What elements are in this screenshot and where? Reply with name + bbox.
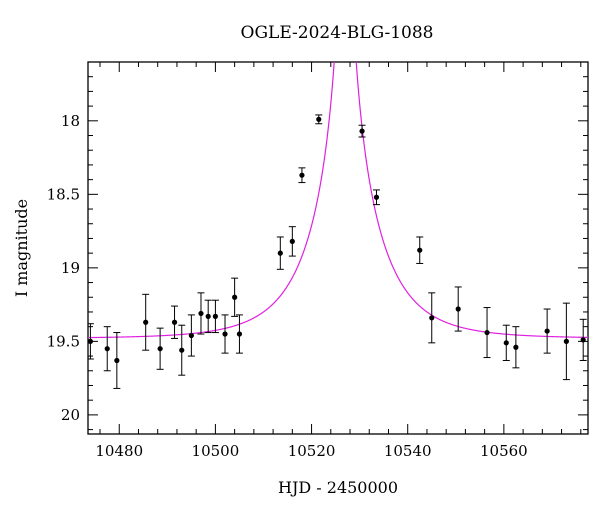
point-marker bbox=[563, 338, 569, 344]
model-curve bbox=[88, 62, 588, 339]
point-marker bbox=[212, 313, 219, 319]
point-marker bbox=[171, 319, 178, 325]
axis-ticks bbox=[88, 61, 588, 434]
y-tick-label: 20 bbox=[61, 406, 80, 424]
point-marker bbox=[198, 310, 204, 317]
point-marker bbox=[104, 346, 110, 352]
data-point bbox=[562, 302, 570, 381]
point-marker bbox=[222, 331, 228, 337]
data-point bbox=[276, 236, 284, 270]
point-marker bbox=[299, 172, 305, 178]
point-marker bbox=[580, 337, 586, 343]
data-point bbox=[231, 277, 239, 317]
point-marker bbox=[544, 328, 550, 334]
point-marker bbox=[373, 194, 380, 200]
data-point bbox=[187, 314, 195, 357]
point-marker bbox=[359, 128, 365, 134]
data-point bbox=[221, 314, 229, 354]
data-point bbox=[103, 326, 111, 372]
x-axis-label: HJD - 2450000 bbox=[278, 478, 398, 497]
data-point bbox=[579, 318, 587, 361]
data-point bbox=[502, 324, 510, 361]
point-marker bbox=[114, 357, 120, 364]
point-marker bbox=[188, 332, 194, 339]
point-marker bbox=[503, 340, 509, 346]
data-point bbox=[288, 226, 296, 257]
axis-tick-labels: 10480 10500 10520 10540 10560 18 18.5 19 19.5 20 bbox=[47, 112, 528, 460]
data-point bbox=[372, 189, 380, 206]
point-marker bbox=[157, 346, 163, 352]
data-points bbox=[88, 114, 587, 389]
data-point bbox=[204, 299, 212, 334]
point-marker bbox=[484, 329, 490, 336]
y-tick-label: 19.5 bbox=[47, 332, 80, 350]
data-point bbox=[358, 124, 366, 138]
data-point bbox=[454, 286, 462, 332]
point-marker bbox=[277, 250, 283, 256]
data-point bbox=[197, 292, 205, 335]
x-tick-label: 10480 bbox=[95, 442, 143, 460]
data-point bbox=[298, 167, 306, 184]
y-tick-label: 18 bbox=[61, 112, 80, 130]
data-point bbox=[156, 327, 164, 370]
point-marker bbox=[429, 315, 435, 321]
data-point bbox=[142, 293, 150, 351]
data-point bbox=[113, 332, 121, 389]
point-marker bbox=[417, 247, 423, 253]
point-marker bbox=[236, 331, 243, 337]
data-point bbox=[512, 326, 520, 369]
data-point bbox=[416, 236, 424, 264]
plot-frame bbox=[87, 61, 589, 435]
y-tick-label: 18.5 bbox=[47, 185, 80, 203]
y-tick-label: 19 bbox=[61, 259, 80, 277]
data-point bbox=[483, 307, 491, 359]
data-point bbox=[88, 323, 94, 360]
point-marker bbox=[88, 338, 94, 344]
x-tick-label: 10520 bbox=[288, 442, 336, 460]
point-marker bbox=[205, 313, 211, 319]
data-point bbox=[543, 308, 551, 354]
x-tick-label: 10540 bbox=[384, 442, 432, 460]
data-point bbox=[171, 305, 179, 339]
data-point bbox=[178, 324, 186, 376]
point-marker bbox=[513, 344, 519, 350]
point-marker bbox=[179, 347, 185, 353]
point-marker bbox=[143, 319, 149, 325]
point-marker bbox=[316, 116, 322, 122]
x-tick-label: 10500 bbox=[192, 442, 240, 460]
data-point bbox=[428, 292, 436, 344]
data-point bbox=[211, 299, 219, 334]
data-point bbox=[235, 314, 243, 354]
y-axis-label: I magnitude bbox=[12, 199, 31, 297]
chart-title: OGLE-2024-BLG-1088 bbox=[241, 23, 434, 43]
x-tick-label: 10560 bbox=[480, 442, 528, 460]
point-marker bbox=[455, 306, 461, 312]
data-point bbox=[315, 114, 323, 125]
point-marker bbox=[289, 238, 295, 244]
point-marker bbox=[232, 294, 238, 300]
